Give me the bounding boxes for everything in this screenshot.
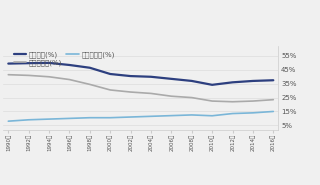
Legend: 总抗养比(%), 少儿抗养比(%), 老年抗养比(%): 总抗养比(%), 少儿抗养比(%), 老年抗养比(%)	[12, 50, 116, 68]
